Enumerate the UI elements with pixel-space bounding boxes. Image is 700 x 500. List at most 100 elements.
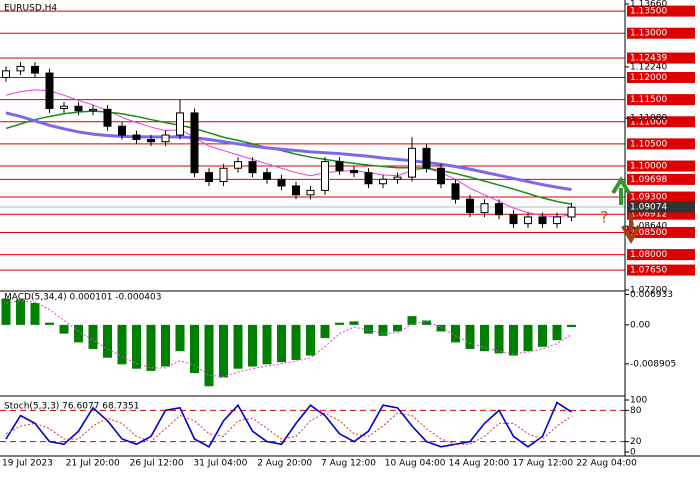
x-tick-label: 22 Aug 04:00 — [576, 459, 637, 469]
x-tick-label: 31 Jul 04:00 — [193, 459, 247, 469]
candle-body — [263, 172, 271, 180]
y-tick-label: 1.12240 — [630, 62, 667, 72]
price-label-box — [627, 52, 695, 64]
down-arrow — [621, 214, 641, 245]
y-tick-label: 1.11500 — [630, 95, 667, 105]
y-tick-label: 0.00 — [630, 320, 650, 330]
macd-bar — [161, 324, 170, 367]
question-mark: ? — [600, 208, 609, 227]
candle-body — [567, 206, 576, 218]
price-label-box — [627, 208, 695, 220]
price-label-box — [627, 116, 695, 128]
candle-body — [277, 178, 286, 187]
macd-bar — [74, 324, 83, 343]
price-label-box — [627, 5, 695, 17]
candle-body — [553, 216, 561, 225]
x-tick-label: 19 Jul 2023 — [2, 459, 53, 469]
y-tick-label: 1.08640 — [630, 222, 667, 232]
price-label-box — [627, 191, 695, 203]
macd-bar — [103, 324, 112, 358]
candle-body — [350, 169, 358, 174]
chart-layer: 1.13500 1.13000 1.12439 1.12000 1.11500 1.110… — [0, 0, 695, 469]
macd-bar — [146, 324, 156, 371]
macd-bar — [291, 324, 301, 360]
macd-bar — [465, 324, 475, 349]
macd-bar — [422, 320, 431, 325]
macd-bar — [523, 324, 533, 352]
macd-bar — [16, 299, 25, 325]
y-tick-label: 1.08500 — [630, 228, 667, 238]
stoch-title: Stoch(5,3,3) 76.6077 68.7351 — [4, 402, 139, 412]
candle-body — [103, 108, 112, 127]
macd-bar — [204, 324, 214, 387]
macd-bar — [494, 324, 504, 354]
price-label-box — [627, 71, 695, 83]
y-tick-label: 1.09698 — [630, 175, 667, 185]
y-tick-label: 1.08000 — [630, 250, 667, 260]
candle-body — [379, 178, 387, 185]
candle-body — [74, 105, 83, 112]
y-tick-label: 1.11080 — [630, 114, 667, 124]
candle-body — [190, 112, 199, 174]
macd-bar — [552, 324, 562, 341]
macd-bar — [480, 324, 489, 352]
macd-bar — [88, 324, 98, 349]
macd-bar — [248, 324, 257, 367]
macd-bar — [233, 324, 243, 369]
candle-body — [161, 134, 170, 143]
price-label-box — [627, 138, 695, 150]
candle-body — [205, 172, 213, 183]
y-tick-label: 1.10500 — [630, 139, 667, 149]
macd-bar — [59, 324, 69, 334]
macd-bar — [393, 324, 402, 332]
x-tick-label: 21 Jul 20:00 — [66, 459, 120, 469]
indicator-line — [5, 300, 572, 378]
macd-bar — [306, 324, 315, 356]
macd-bar — [378, 324, 388, 336]
indicator-line — [5, 412, 572, 445]
y-tick-label: 20 — [630, 437, 642, 447]
candle-body — [292, 185, 300, 196]
macd-bar — [567, 324, 576, 328]
macd-bar — [219, 324, 228, 378]
indicator-line — [5, 110, 572, 205]
candle-body — [466, 198, 474, 214]
candle-body — [538, 216, 547, 225]
y-tick-label: -0.008905 — [630, 359, 676, 369]
price-label-box — [627, 264, 695, 276]
y-tick-label: 1.09300 — [630, 193, 667, 203]
x-tick-label: 10 Aug 04:00 — [385, 459, 446, 469]
macd-bar — [320, 324, 330, 339]
up-arrow — [611, 176, 631, 205]
macd-bar — [364, 324, 373, 334]
macd-bar — [1, 298, 11, 325]
candle-body — [234, 161, 242, 169]
candle-body — [248, 161, 257, 174]
candle-body — [321, 161, 329, 191]
candle-body — [147, 138, 155, 143]
price-label-box — [627, 201, 695, 213]
candle-body — [451, 183, 460, 200]
macd-bar — [349, 321, 359, 325]
candle-body — [408, 147, 416, 178]
y-tick-label: 1.12000 — [630, 73, 667, 83]
x-tick-label: 26 Jul 12:00 — [130, 459, 184, 469]
price-label-box — [627, 226, 695, 238]
macd-bar — [436, 324, 446, 332]
x-tick-label: 2 Aug 20:00 — [257, 459, 312, 469]
y-tick-label: 1.13660 — [630, 0, 667, 10]
candle-body — [509, 214, 518, 225]
price-label-box — [627, 94, 695, 106]
y-tick-label: 1.09074 — [630, 203, 667, 213]
candle-body — [118, 125, 126, 136]
candle-body — [306, 189, 315, 196]
candle-body — [132, 134, 141, 140]
macd-bar — [30, 302, 40, 325]
macd-bar — [451, 324, 460, 343]
macd-bar — [407, 316, 417, 325]
x-tick-label: 7 Aug 12:00 — [321, 459, 376, 469]
indicator-line — [5, 89, 572, 218]
price-label-box — [627, 249, 695, 261]
y-tick-label: 1.10000 — [630, 162, 667, 172]
